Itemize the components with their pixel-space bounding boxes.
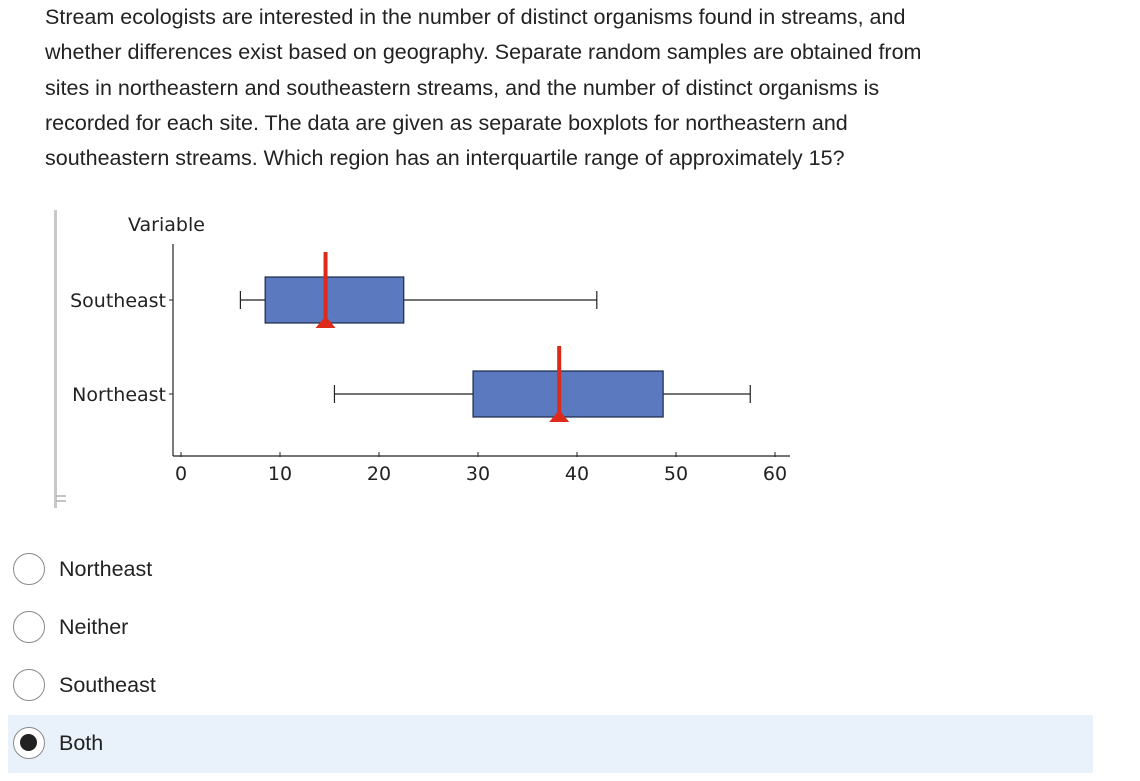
median-marker <box>315 316 336 328</box>
y-tick-label: Northeast <box>72 384 166 406</box>
option-both[interactable]: Both <box>8 715 1093 773</box>
x-tick-label: 0 <box>175 463 187 485</box>
radio-button[interactable] <box>13 669 45 701</box>
boxplot-chart: Variable 0 10 20 30 40 50 60 Southeast Northeast <box>54 210 790 508</box>
x-tick-label: 30 <box>466 463 490 485</box>
axis-title: Variable <box>128 214 205 236</box>
option-southeast[interactable]: Southeast <box>8 657 1093 715</box>
boxplot-figure: Variable 0 10 20 30 40 50 60 Southeast Northeast <box>0 200 820 520</box>
radio-button[interactable] <box>13 553 45 585</box>
question-text: Stream ecologists are interested in the … <box>45 0 1105 176</box>
median-marker <box>549 410 570 422</box>
boxplot-northeast <box>333 346 751 422</box>
iqr-box <box>472 370 664 418</box>
option-northeast[interactable]: Northeast <box>8 541 1093 599</box>
option-label: Northeast <box>59 557 153 581</box>
option-label: Both <box>59 731 104 755</box>
chart-axes: 0 10 20 30 40 50 60 Southeast Northeast <box>70 244 790 485</box>
option-label: Neither <box>59 615 129 639</box>
iqr-box <box>264 276 405 324</box>
question-line: recorded for each site. The data are giv… <box>45 110 848 135</box>
chart-marks <box>239 252 751 422</box>
question-line: southeastern streams. Which region has a… <box>45 146 845 171</box>
boxplot-southeast <box>239 252 598 328</box>
x-tick-label: 20 <box>367 463 391 485</box>
radio-button[interactable] <box>13 727 45 759</box>
answer-options: Northeast Neither Southeast Both <box>8 541 1093 773</box>
question-line: sites in northeastern and southeastern s… <box>45 75 880 100</box>
x-tick-label: 40 <box>565 463 589 485</box>
option-label: Southeast <box>59 673 156 697</box>
option-neither[interactable]: Neither <box>8 599 1093 657</box>
x-tick-label: 50 <box>664 463 688 485</box>
x-tick-label: 60 <box>763 463 787 485</box>
y-tick-label: Southeast <box>70 290 166 312</box>
x-tick-label: 10 <box>268 463 292 485</box>
radio-button[interactable] <box>13 611 45 643</box>
question-line: whether differences exist based on geogr… <box>45 40 922 65</box>
question-line: Stream ecologists are interested in the … <box>45 5 906 29</box>
